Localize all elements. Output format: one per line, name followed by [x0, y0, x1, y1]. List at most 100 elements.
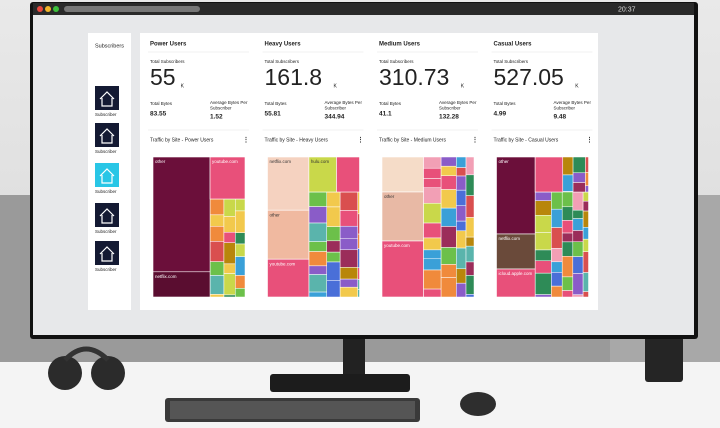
- menu-button[interactable]: ⋮: [243, 137, 249, 144]
- treemap-tile: [357, 233, 360, 249]
- treemap-tile: [308, 156, 337, 193]
- subscriber-item[interactable]: Subscriber: [95, 203, 119, 234]
- treemap-tile: [357, 191, 360, 215]
- treemap-tile: [534, 156, 564, 193]
- stat-unit: K: [461, 83, 465, 89]
- treemap-tile: [572, 294, 584, 298]
- avg-label: Average Bytes Per: [210, 100, 248, 105]
- treemap-tile: [582, 291, 589, 298]
- subscriber-item[interactable]: Subscriber: [95, 163, 119, 194]
- treemap-tile: [465, 217, 475, 238]
- avg-label: Subscriber: [439, 106, 461, 111]
- maximize-button[interactable]: [53, 6, 59, 12]
- tile-label: youtube.com: [384, 243, 410, 248]
- stat-unit: K: [181, 83, 185, 89]
- treemap-tile: [585, 172, 589, 187]
- address-bar[interactable]: [64, 6, 200, 12]
- treemap-tile: [465, 174, 475, 196]
- treemap-tile: [572, 230, 584, 243]
- subscriber-label: Subscriber: [95, 267, 117, 272]
- treemap-tile: [551, 285, 563, 298]
- treemap-tile: [456, 220, 467, 232]
- treemap-tile: [561, 191, 574, 208]
- avg-value: 132.28: [439, 114, 459, 121]
- treemap-tile: [456, 189, 467, 206]
- treemap-tile: [152, 271, 211, 298]
- house-icon: [99, 168, 115, 184]
- treemap-tile: [496, 156, 536, 235]
- bytes-label: Total Bytes: [265, 101, 288, 106]
- treemap-tile: [235, 288, 246, 298]
- treemap-tile: [534, 200, 552, 216]
- menu-button[interactable]: ⋮: [587, 137, 593, 144]
- treemap-tile: [551, 248, 563, 263]
- avg-label: Subscriber: [554, 106, 576, 111]
- treemap: other netflix.com icloud.apple.com: [496, 156, 589, 298]
- treemap-tile: [585, 156, 589, 173]
- treemap-tile: [440, 175, 457, 190]
- treemap-tile: [551, 227, 563, 249]
- treemap-tile: [572, 218, 584, 231]
- menu-button[interactable]: ⋮: [472, 137, 478, 144]
- treemap-tile: [339, 238, 358, 251]
- treemap-tile: [223, 263, 236, 274]
- treemap-tile: [582, 272, 589, 292]
- tile-label: other: [499, 159, 510, 164]
- treemap-tile: [456, 247, 467, 270]
- treemap-tile: [209, 241, 225, 262]
- treemap-tile: [534, 232, 552, 251]
- tile-label: netflix.com: [499, 236, 521, 241]
- treemap-tile: [223, 273, 236, 296]
- headphone-right: [91, 356, 125, 390]
- treemap: netflix.com hulu.com other youtube.com: [267, 156, 360, 298]
- tile-label: icloud.apple.com: [499, 271, 533, 276]
- house-icon: [99, 246, 115, 262]
- tile-label: hulu.com: [311, 159, 330, 164]
- avg-value: 9.48: [554, 114, 567, 121]
- minimize-button[interactable]: [45, 6, 51, 12]
- avg-label: Average Bytes Per: [325, 100, 363, 105]
- treemap-tile: [308, 206, 327, 224]
- treemap-tile: [209, 261, 225, 276]
- bytes-label: Total Bytes: [379, 101, 402, 106]
- treemap-tile: [308, 191, 327, 207]
- stat-label: Total Subscribers: [265, 59, 300, 64]
- tile-label: other: [384, 194, 395, 199]
- treemap-tile: [423, 202, 442, 224]
- treemap-tile: [440, 189, 457, 209]
- treemap-tile: [582, 227, 589, 240]
- treemap-tile: [534, 191, 552, 201]
- treemap: other youtube.com: [381, 156, 475, 298]
- treemap-tile: [223, 242, 236, 265]
- close-button[interactable]: [37, 6, 43, 12]
- panel-title: Medium Users: [379, 42, 421, 48]
- panel-title: Heavy Users: [265, 42, 302, 48]
- stat-label: Total Subscribers: [379, 59, 414, 64]
- treemap-tile: [381, 240, 424, 298]
- treemap-tile: [456, 282, 467, 298]
- treemap-tile: [465, 261, 475, 276]
- treemap-tile: [209, 294, 225, 298]
- subscriber-item[interactable]: Subscriber: [95, 86, 119, 117]
- treemap-tile: [465, 156, 475, 176]
- treemap-tile: [357, 248, 360, 269]
- treemap-tile: [582, 210, 589, 228]
- treemap-tile: [572, 256, 584, 274]
- treemap-tile: [336, 156, 360, 193]
- treemap-tile: [357, 289, 360, 298]
- bytes-value: 83.55: [150, 111, 167, 118]
- menu-button[interactable]: ⋮: [358, 137, 364, 144]
- subscriber-item[interactable]: Subscriber: [95, 123, 119, 154]
- treemap-tile: [267, 209, 310, 260]
- treemap-tile: [326, 251, 341, 263]
- treemap-tile: [357, 213, 360, 235]
- subscriber-item[interactable]: Subscriber: [95, 241, 119, 272]
- treemap-tile: [582, 251, 589, 273]
- treemap-tile: [223, 294, 236, 298]
- title-bar: [33, 3, 694, 15]
- keys: [170, 401, 415, 419]
